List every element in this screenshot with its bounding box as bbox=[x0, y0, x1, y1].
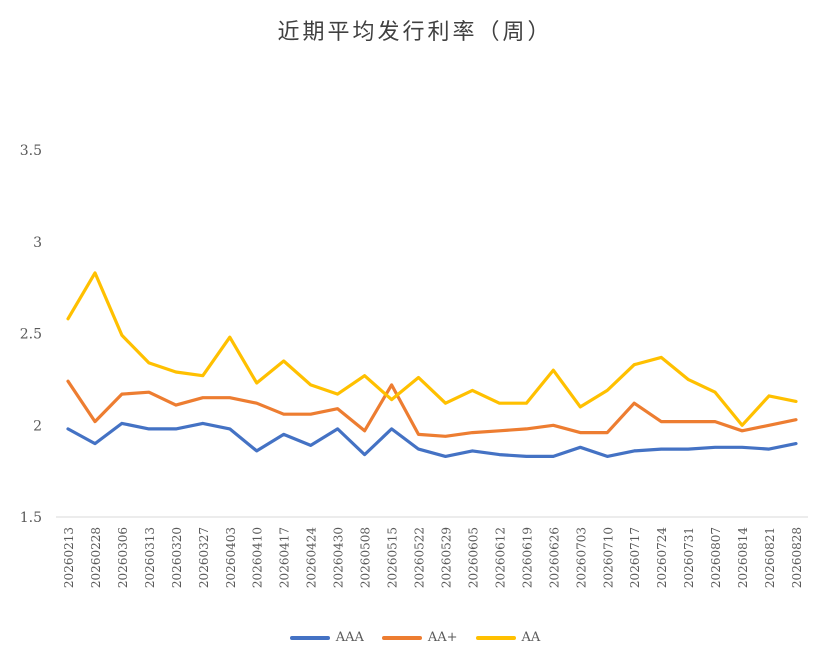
legend-item: AA+ bbox=[381, 630, 458, 645]
x-tick-label: 20260313 bbox=[143, 527, 157, 588]
x-axis-ticks: 20260213 20260228 20260306 20260313 20260320… bbox=[62, 527, 804, 588]
x-tick-label: 20260814 bbox=[736, 527, 750, 588]
y-tick-label: 3 bbox=[33, 235, 42, 251]
x-tick-label: 20260612 bbox=[493, 527, 507, 588]
x-tick-label: 20260508 bbox=[359, 527, 373, 588]
legend-label: AA bbox=[521, 630, 541, 645]
series-line-aa bbox=[66, 271, 798, 427]
legend-label: AA+ bbox=[427, 630, 458, 645]
x-tick-label: 20260724 bbox=[655, 527, 669, 588]
x-tick-label: 20260417 bbox=[278, 527, 292, 588]
x-tick-label: 20260807 bbox=[709, 527, 723, 588]
x-tick-label: 20260430 bbox=[332, 527, 346, 588]
x-tick-label: 20260717 bbox=[628, 527, 642, 588]
x-tick-label: 20260529 bbox=[439, 527, 453, 588]
chart-title: 近期平均发行利率（周） bbox=[277, 20, 553, 45]
x-tick-label: 20260605 bbox=[466, 527, 480, 588]
x-tick-label: 20260515 bbox=[386, 527, 400, 588]
legend-swatch bbox=[289, 635, 330, 640]
y-tick-label: 2.5 bbox=[20, 327, 42, 343]
x-tick-label: 20260213 bbox=[62, 527, 76, 588]
x-tick-label: 20260403 bbox=[224, 527, 238, 588]
y-tick-label: 1.5 bbox=[20, 510, 42, 526]
x-tick-label: 20260327 bbox=[197, 527, 211, 588]
legend-swatch bbox=[381, 635, 422, 640]
legend-label: AAA bbox=[335, 630, 364, 645]
series-line-aaplus bbox=[66, 379, 798, 438]
x-tick-label: 20260306 bbox=[116, 527, 130, 588]
x-tick-label: 20260410 bbox=[251, 527, 265, 588]
x-tick-label: 20260320 bbox=[170, 527, 184, 588]
series-lines bbox=[66, 271, 798, 458]
x-tick-label: 20260522 bbox=[413, 527, 427, 588]
x-tick-label: 20260228 bbox=[89, 527, 103, 588]
x-tick-label: 20260731 bbox=[682, 527, 696, 588]
legend-swatch bbox=[475, 635, 516, 640]
x-tick-label: 20260710 bbox=[601, 527, 615, 588]
legend-item: AA bbox=[475, 630, 541, 645]
x-tick-label: 20260703 bbox=[574, 527, 588, 588]
x-tick-label: 20260821 bbox=[763, 527, 777, 588]
series-line-aaa bbox=[66, 421, 798, 458]
legend: AAA AA+ AA bbox=[0, 630, 830, 645]
legend-item: AAA bbox=[289, 630, 364, 645]
x-tick-label: 20260828 bbox=[790, 527, 804, 588]
y-axis-ticks: 1.5 2 2.5 3 3.5 bbox=[20, 143, 42, 526]
y-tick-label: 3.5 bbox=[20, 143, 42, 159]
x-tick-label: 20260424 bbox=[305, 527, 319, 588]
y-tick-label: 2 bbox=[33, 418, 42, 434]
x-tick-label: 20260626 bbox=[547, 527, 561, 588]
x-tick-label: 20260619 bbox=[520, 527, 534, 588]
